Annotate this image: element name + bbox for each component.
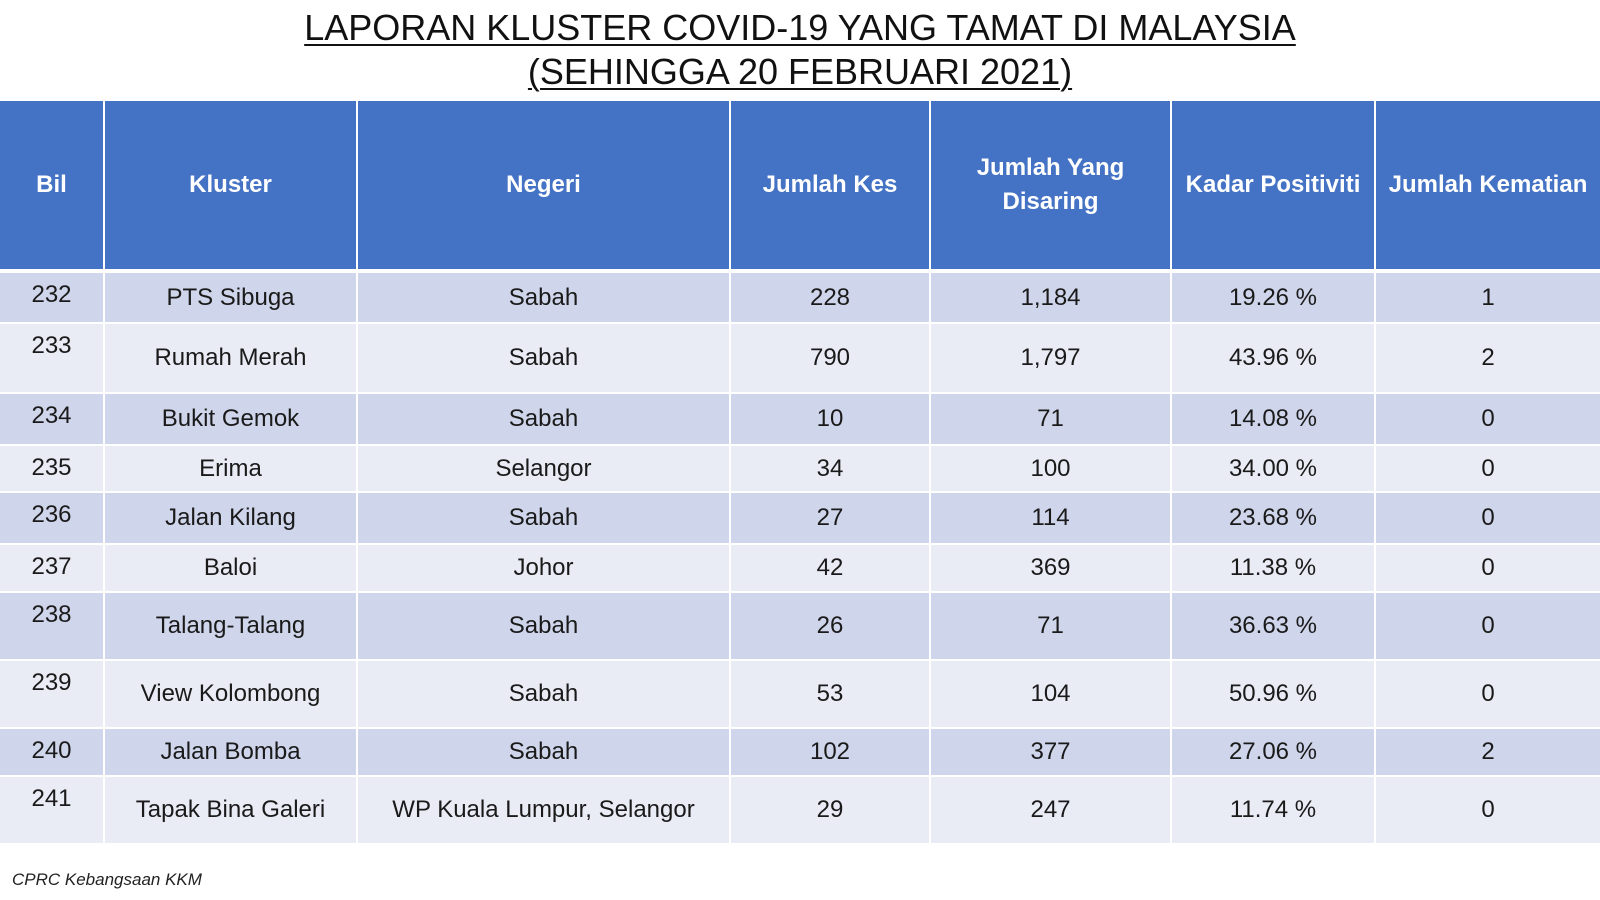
cell-bil: 232 — [0, 271, 105, 324]
cell-negeri: Selangor — [356, 445, 731, 493]
title-line-2: (SEHINGGA 20 FEBRUARI 2021) — [527, 51, 1073, 92]
cell-jumlah-kematian: 0 — [1374, 544, 1600, 593]
cell-kadar-positiviti: 50.96 % — [1170, 660, 1376, 729]
cell-negeri: Sabah — [356, 323, 731, 394]
cell-bil: 238 — [0, 592, 105, 661]
cell-bil: 235 — [0, 445, 105, 493]
header-kadar-positiviti: Kadar Positiviti — [1170, 101, 1376, 273]
cell-kadar-positiviti: 19.26 % — [1170, 271, 1376, 324]
cell-kadar-positiviti: 27.06 % — [1170, 728, 1376, 777]
cell-jumlah-kematian: 0 — [1374, 592, 1600, 661]
cell-jumlah-kematian: 0 — [1374, 660, 1600, 729]
cell-jumlah-kematian: 1 — [1374, 271, 1600, 324]
cell-jumlah-kes: 27 — [729, 492, 931, 545]
cell-kadar-positiviti: 11.38 % — [1170, 544, 1376, 593]
cell-bil: 240 — [0, 728, 105, 777]
table-row: 240 Jalan Bomba Sabah 102 377 27.06 % 2 — [0, 728, 1600, 777]
cell-kadar-positiviti: 43.96 % — [1170, 323, 1376, 394]
header-kluster: Kluster — [103, 101, 358, 273]
cell-jumlah-kematian: 2 — [1374, 728, 1600, 777]
cell-jumlah-kematian: 0 — [1374, 492, 1600, 545]
cell-negeri: Sabah — [356, 271, 731, 324]
cell-negeri: Johor — [356, 544, 731, 593]
cell-negeri: Sabah — [356, 728, 731, 777]
cell-jumlah-kematian: 2 — [1374, 323, 1600, 394]
header-jumlah-kes: Jumlah Kes — [729, 101, 931, 273]
header-negeri: Negeri — [356, 101, 731, 273]
cell-jumlah-disaring: 100 — [929, 445, 1172, 493]
cell-jumlah-kes: 102 — [729, 728, 931, 777]
table-row: 238 Talang-Talang Sabah 26 71 36.63 % 0 — [0, 592, 1600, 661]
cell-kadar-positiviti: 23.68 % — [1170, 492, 1376, 545]
table-row: 237 Baloi Johor 42 369 11.38 % 0 — [0, 544, 1600, 593]
cell-jumlah-kematian: 0 — [1374, 393, 1600, 446]
cell-jumlah-kes: 228 — [729, 271, 931, 324]
cell-kluster: PTS Sibuga — [103, 271, 358, 324]
table-row: 239 View Kolombong Sabah 53 104 50.96 % … — [0, 660, 1600, 729]
cell-jumlah-disaring: 369 — [929, 544, 1172, 593]
cell-kluster: Rumah Merah — [103, 323, 358, 394]
cell-jumlah-kematian: 0 — [1374, 445, 1600, 493]
header-jumlah-kematian: Jumlah Kematian — [1374, 101, 1600, 273]
cell-bil: 234 — [0, 393, 105, 446]
cell-kluster: Tapak Bina Galeri — [103, 776, 358, 845]
title-line-1: LAPORAN KLUSTER COVID-19 YANG TAMAT DI M… — [304, 7, 1296, 48]
cell-negeri: Sabah — [356, 393, 731, 446]
cell-bil: 233 — [0, 323, 105, 394]
cell-bil: 241 — [0, 776, 105, 845]
cell-jumlah-disaring: 104 — [929, 660, 1172, 729]
table-row: 232 PTS Sibuga Sabah 228 1,184 19.26 % 1 — [0, 271, 1600, 324]
cell-negeri: Sabah — [356, 660, 731, 729]
cell-bil: 237 — [0, 544, 105, 593]
cell-jumlah-disaring: 377 — [929, 728, 1172, 777]
table-row: 241 Tapak Bina Galeri WP Kuala Lumpur, S… — [0, 776, 1600, 845]
cell-kluster: Jalan Kilang — [103, 492, 358, 545]
cell-negeri: WP Kuala Lumpur, Selangor — [356, 776, 731, 845]
cell-kluster: Baloi — [103, 544, 358, 593]
table-row: 236 Jalan Kilang Sabah 27 114 23.68 % 0 — [0, 492, 1600, 545]
cell-kadar-positiviti: 14.08 % — [1170, 393, 1376, 446]
header-bil: Bil — [0, 101, 105, 273]
table-row: 234 Bukit Gemok Sabah 10 71 14.08 % 0 — [0, 393, 1600, 446]
cell-jumlah-kes: 42 — [729, 544, 931, 593]
cluster-report-table: Bil Kluster Negeri Jumlah Kes Jumlah Yan… — [0, 101, 1600, 845]
table-row: 233 Rumah Merah Sabah 790 1,797 43.96 % … — [0, 323, 1600, 394]
cell-kadar-positiviti: 36.63 % — [1170, 592, 1376, 661]
cell-jumlah-kes: 26 — [729, 592, 931, 661]
cell-jumlah-kematian: 0 — [1374, 776, 1600, 845]
cell-bil: 236 — [0, 492, 105, 545]
cell-kluster: View Kolombong — [103, 660, 358, 729]
cell-bil: 239 — [0, 660, 105, 729]
header-jumlah-disaring: Jumlah Yang Disaring — [929, 101, 1172, 273]
cell-jumlah-disaring: 71 — [929, 393, 1172, 446]
cell-jumlah-disaring: 1,184 — [929, 271, 1172, 324]
cell-kadar-positiviti: 34.00 % — [1170, 445, 1376, 493]
cell-jumlah-kes: 34 — [729, 445, 931, 493]
header-row: Bil Kluster Negeri Jumlah Kes Jumlah Yan… — [0, 101, 1600, 273]
cell-kluster: Jalan Bomba — [103, 728, 358, 777]
cell-jumlah-disaring: 71 — [929, 592, 1172, 661]
cell-kluster: Erima — [103, 445, 358, 493]
cell-jumlah-disaring: 1,797 — [929, 323, 1172, 394]
cell-jumlah-kes: 29 — [729, 776, 931, 845]
cell-jumlah-kes: 53 — [729, 660, 931, 729]
cell-jumlah-disaring: 247 — [929, 776, 1172, 845]
report-title: LAPORAN KLUSTER COVID-19 YANG TAMAT DI M… — [0, 6, 1600, 94]
cell-kadar-positiviti: 11.74 % — [1170, 776, 1376, 845]
table-row: 235 Erima Selangor 34 100 34.00 % 0 — [0, 445, 1600, 493]
cell-kluster: Bukit Gemok — [103, 393, 358, 446]
source-note: CPRC Kebangsaan KKM — [12, 870, 202, 889]
cell-jumlah-disaring: 114 — [929, 492, 1172, 545]
cell-jumlah-kes: 790 — [729, 323, 931, 394]
cell-jumlah-kes: 10 — [729, 393, 931, 446]
cell-negeri: Sabah — [356, 492, 731, 545]
cell-kluster: Talang-Talang — [103, 592, 358, 661]
cell-negeri: Sabah — [356, 592, 731, 661]
